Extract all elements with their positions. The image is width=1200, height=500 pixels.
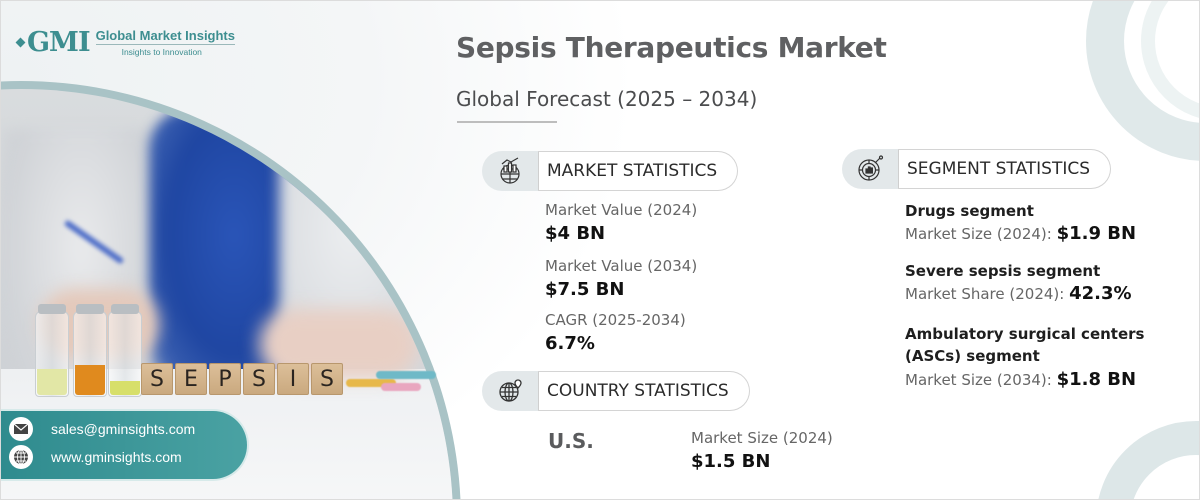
segment-statistics-heading: SEGMENT STATISTICS [898,149,1112,189]
website-link[interactable]: www.gminsights.com [51,449,182,465]
letter-block: S [311,363,343,395]
cagr-value: 6.7% [545,333,595,354]
severe-sepsis-segment-title: Severe sepsis segment [905,262,1101,280]
country-statistics-header: COUNTRY STATISTICS [482,371,750,411]
country-market-size-value: $1.5 BN [691,451,771,472]
ascs-segment-title-line1: Ambulatory surgical centers [905,325,1145,343]
letter-block: P [209,363,241,395]
country-market-size-label: Market Size (2024) [691,429,833,447]
ascs-segment-title-line2: (ASCs) segment [905,347,1040,365]
decorative-arc-bottom-right [1096,421,1199,499]
target-chart-icon [842,149,898,189]
cagr-label: CAGR (2025-2034) [545,311,686,329]
vial [35,304,69,397]
syringe [376,371,436,379]
sepsis-letter-blocks: S E P S I S [141,363,343,395]
drugs-segment-title: Drugs segment [905,202,1034,220]
country-statistics-heading: COUNTRY STATISTICS [538,371,750,411]
vial [73,304,107,397]
market-value-2034-label: Market Value (2034) [545,257,698,275]
title-divider [457,121,557,123]
vial [108,304,142,397]
globe-chart-icon [482,151,538,191]
email-icon [9,417,33,441]
market-value-2024: $4 BN [545,223,606,244]
segment-statistics-header: SEGMENT STATISTICS [842,149,1112,189]
globe-icon [9,445,33,469]
drugs-segment-metric: Market Size (2024): $1.9 BN [905,223,1137,244]
page-title: Sepsis Therapeutics Market [456,31,887,64]
country-name: U.S. [548,429,594,453]
letter-block: E [175,363,207,395]
letter-block: S [243,363,275,395]
globe-pin-icon [482,371,538,411]
syringe [346,379,396,387]
diamond-icon [15,37,26,48]
page-subtitle: Global Forecast (2025 – 2034) [456,87,758,111]
ascs-segment-metric: Market Size (2034): $1.8 BN [905,369,1137,390]
market-value-2034: $7.5 BN [545,279,625,300]
severe-sepsis-segment-metric: Market Share (2024): 42.3% [905,283,1132,304]
email-link[interactable]: sales@gminsights.com [51,421,196,437]
market-value-2024-label: Market Value (2024) [545,201,698,219]
gmi-logo: GMI Global Market Insights Insights to I… [15,27,235,58]
contact-panel: sales@gminsights.com www.gminsights.com [1,409,249,481]
brand-tagline: Insights to Innovation [121,47,202,57]
brand-name: Global Market Insights [95,28,235,45]
logo-mark: GMI [15,27,91,58]
market-statistics-header: MARKET STATISTICS [482,151,739,191]
market-statistics-heading: MARKET STATISTICS [538,151,739,191]
letter-block: I [277,363,309,395]
syringe [381,383,421,391]
letter-block: S [141,363,173,395]
